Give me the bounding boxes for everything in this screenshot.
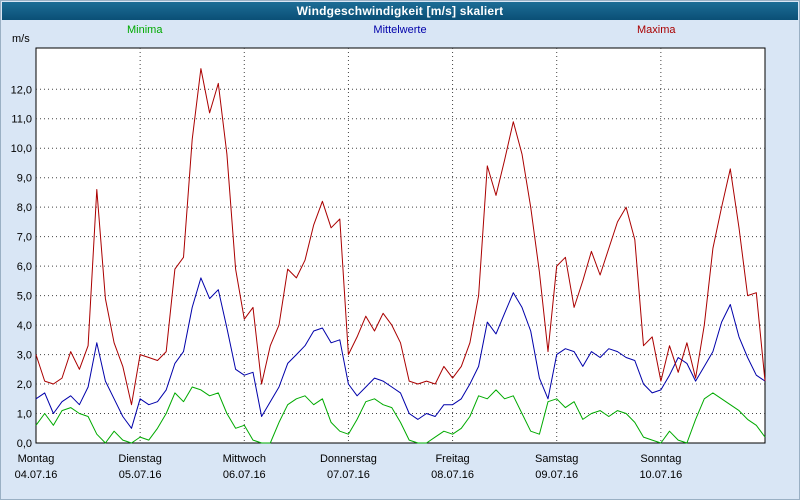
x-axis-date-label: 08.07.16 — [431, 469, 474, 481]
plot-area — [35, 47, 766, 444]
y-tick-label: 5,0 — [17, 291, 32, 303]
legend-item-maxima: Maxima — [637, 24, 676, 36]
y-tick-label: 3,0 — [17, 350, 32, 362]
x-axis-day-label: Montag — [18, 453, 55, 465]
x-axis-date-label: 06.07.16 — [223, 469, 266, 481]
x-axis-date-label: 05.07.16 — [119, 469, 162, 481]
x-axis-day-label: Freitag — [435, 453, 469, 465]
y-tick-label: 8,0 — [17, 202, 32, 214]
x-axis-date-label: 10.07.16 — [639, 469, 682, 481]
x-axis-date-label: 04.07.16 — [15, 469, 58, 481]
x-axis-date-label: 07.07.16 — [327, 469, 370, 481]
x-axis-day-label: Sonntag — [640, 453, 681, 465]
y-tick-label: 6,0 — [17, 261, 32, 273]
y-tick-label: 9,0 — [17, 173, 32, 185]
y-tick-label: 12,0 — [11, 84, 32, 96]
legend-item-mittelwerte: Mittelwerte — [373, 24, 427, 36]
series-minima — [35, 386, 766, 444]
x-axis-day-label: Dienstag — [118, 453, 161, 465]
chart-legend: Minima Mittelwerte Maxima — [0, 24, 800, 40]
legend-item-minima: Minima — [127, 24, 163, 36]
y-axis-unit-label: m/s — [12, 33, 30, 45]
title-bar: Windgeschwindigkeit [m/s] skaliert — [2, 2, 798, 20]
chart-title: Windgeschwindigkeit [m/s] skaliert — [296, 4, 504, 18]
y-tick-label: 1,0 — [17, 409, 32, 421]
x-axis-date-label: 09.07.16 — [535, 469, 578, 481]
series-mittelwerte — [35, 277, 766, 429]
y-tick-label: 0,0 — [17, 438, 32, 450]
y-tick-label: 4,0 — [17, 320, 32, 332]
y-tick-label: 11,0 — [11, 114, 32, 126]
y-tick-label: 10,0 — [11, 143, 32, 155]
y-tick-label: 2,0 — [17, 379, 32, 391]
x-axis-day-label: Donnerstag — [320, 453, 377, 465]
x-axis-day-label: Samstag — [535, 453, 578, 465]
y-tick-label: 7,0 — [17, 232, 32, 244]
series-maxima — [35, 68, 766, 406]
x-axis-day-label: Mittwoch — [223, 453, 266, 465]
